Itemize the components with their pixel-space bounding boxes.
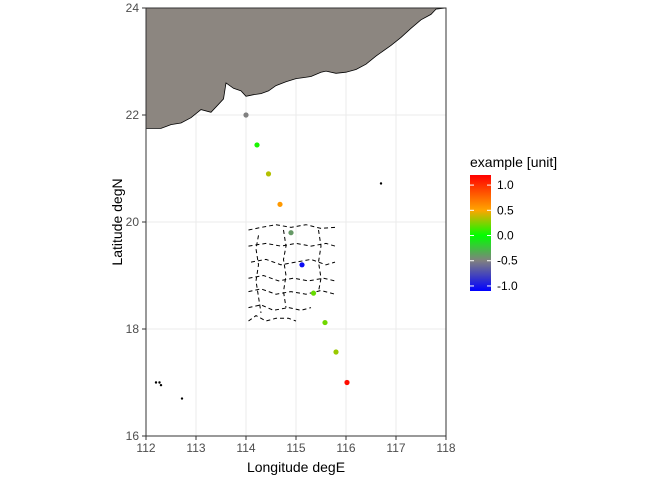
island: [154, 381, 158, 384]
legend-tick-label: -0.5: [497, 254, 518, 268]
data-point: [254, 142, 260, 148]
color-legend: example [unit] 1.0 0.5 0.0 -0.5 -1.0: [470, 154, 557, 293]
contour-line: [250, 258, 336, 266]
contour-line: [248, 242, 336, 247]
x-tick-label: 114: [236, 441, 255, 455]
legend-title: example [unit]: [470, 154, 557, 170]
legend-tick-label: 0.5: [497, 203, 514, 217]
x-tick-label: 116: [336, 441, 355, 455]
contour-line: [248, 224, 336, 231]
land-mass: [145, 7, 447, 129]
x-tick-label: 113: [186, 441, 205, 455]
x-tick-label: 112: [136, 441, 155, 455]
x-tick-label: 117: [386, 441, 405, 455]
legend-ticks: 1.0 0.5 0.0 -0.5 -1.0: [470, 178, 518, 293]
data-point: [344, 379, 350, 386]
plot-area: [145, 7, 447, 437]
legend-tick-label: 1.0: [497, 178, 514, 192]
contour-line: [255, 235, 262, 313]
island: [180, 397, 184, 400]
y-axis-title: Latitude degN: [109, 178, 125, 265]
x-tick-label: 115: [286, 441, 305, 455]
data-point: [288, 230, 294, 236]
legend-tick-label: 0.0: [497, 229, 514, 243]
legend-colorbar: [470, 175, 491, 291]
contour-line: [248, 274, 336, 282]
y-tick-label: 24: [126, 1, 140, 15]
y-tick-label: 16: [126, 429, 140, 443]
data-points: [243, 112, 350, 386]
x-axis-title: Longitude degE: [247, 459, 345, 475]
data-point: [333, 349, 339, 355]
data-point: [265, 171, 272, 177]
data-point: [299, 262, 305, 268]
y-tick-label: 20: [126, 215, 140, 229]
y-tick-label: 18: [126, 322, 140, 336]
contour-lines: [248, 224, 336, 322]
contour-line: [248, 304, 312, 311]
data-point: [310, 290, 317, 296]
x-tick-label: 118: [436, 441, 455, 455]
data-point: [277, 201, 283, 207]
contour-line: [282, 229, 287, 308]
y-tick-label: 22: [126, 108, 140, 122]
data-point: [322, 319, 328, 326]
island: [158, 381, 161, 384]
contour-line: [248, 315, 297, 322]
land-layer: [145, 7, 447, 400]
y-axis: 16 18 20 22 24: [126, 1, 146, 443]
island: [159, 383, 163, 387]
legend-tick-label: -1.0: [497, 279, 518, 293]
contour-line: [317, 229, 322, 292]
x-axis: 112 113 114 115 116 117 118: [136, 436, 456, 455]
island: [379, 182, 383, 185]
data-point: [243, 112, 249, 118]
contour-line: [248, 288, 336, 295]
